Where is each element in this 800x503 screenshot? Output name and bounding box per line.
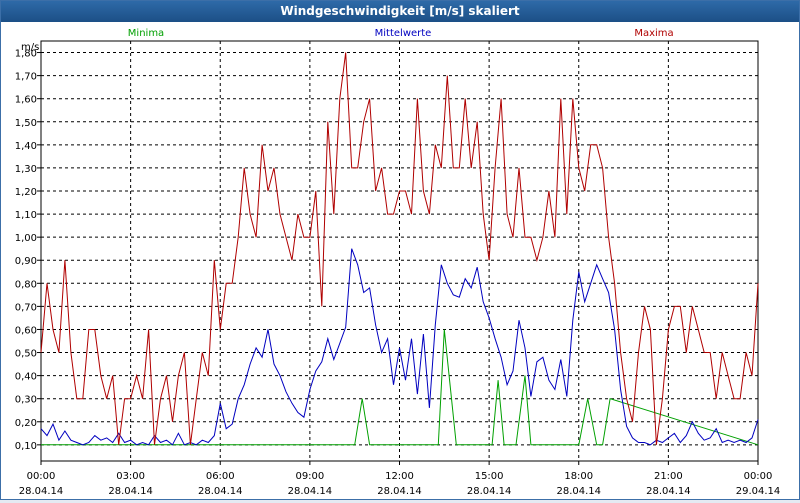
y-tick-label: 1,10 — [15, 210, 37, 221]
x-tick-date-label: 29.04.14 — [736, 486, 781, 497]
y-tick-label: 1,50 — [15, 118, 37, 129]
y-tick-label: 1,60 — [15, 95, 37, 106]
legend: Minima Mittelwerte Maxima — [128, 28, 674, 39]
x-tick-date-label: 28.04.14 — [288, 486, 333, 497]
y-tick-label: 1,20 — [15, 187, 37, 198]
x-tick-date-label: 28.04.14 — [377, 486, 422, 497]
x-tick-date-label: 28.04.14 — [19, 486, 64, 497]
x-axis: 00:00 28.04.14 03:00 28.04.14 06:00 28.04.14 0… — [19, 461, 781, 497]
series-line-maxima — [40, 52, 759, 445]
y-tick-label: 0,30 — [15, 395, 37, 406]
x-tick-time-label: 03:00 — [116, 471, 145, 482]
y-tick-label: 1,70 — [15, 72, 37, 83]
legend-entry-mittelwerte: Mittelwerte — [375, 28, 432, 39]
x-tick-time-label: 18:00 — [564, 471, 593, 482]
y-tick-label: 0,60 — [15, 325, 37, 336]
x-tick-time-label: 00:00 — [744, 471, 773, 482]
x-tick-time-label: 06:00 — [206, 471, 235, 482]
x-tick-date-label: 28.04.14 — [467, 486, 512, 497]
window-title: Windgeschwindigkeit [m/s] skaliert — [1, 1, 799, 22]
y-tick-label: 0,80 — [15, 279, 37, 290]
x-tick-time-label: 15:00 — [475, 471, 504, 482]
legend-entry-maxima: Maxima — [634, 28, 673, 39]
x-tick-date-label: 28.04.14 — [556, 486, 601, 497]
y-tick-label: 1,40 — [15, 141, 37, 152]
legend-entry-minima: Minima — [128, 28, 164, 39]
y-tick-label: 1,80 — [15, 49, 37, 60]
x-tick-time-label: 21:00 — [654, 471, 683, 482]
x-tick-time-label: 00:00 — [27, 471, 56, 482]
wind-speed-chart: 0,10 0,20 0,30 0,40 0,50 0,60 0,70 0,80 0,90 1,00… — [1, 22, 799, 499]
x-tick-time-label: 12:00 — [385, 471, 414, 482]
series-line-minima — [41, 329, 759, 446]
y-axis: 0,10 0,20 0,30 0,40 0,50 0,60 0,70 0,80 0,90 1,00… — [15, 42, 41, 452]
y-tick-label: 0,90 — [15, 256, 37, 267]
y-tick-label: 1,30 — [15, 164, 37, 175]
y-tick-label: 0,10 — [15, 441, 37, 452]
x-tick-date-label: 28.04.14 — [646, 486, 691, 497]
series-lines — [40, 52, 759, 446]
x-tick-date-label: 28.04.14 — [198, 486, 243, 497]
y-tick-label: 0,20 — [15, 418, 37, 429]
grid — [41, 41, 758, 461]
y-axis-unit-label: m/s — [21, 42, 39, 53]
x-tick-time-label: 09:00 — [295, 471, 324, 482]
y-tick-label: 1,00 — [15, 233, 37, 244]
series-line-mittelwerte — [40, 248, 759, 446]
y-tick-label: 0,50 — [15, 349, 37, 360]
y-tick-label: 0,70 — [15, 302, 37, 313]
y-tick-label: 0,40 — [15, 372, 37, 383]
x-tick-date-label: 28.04.14 — [108, 486, 153, 497]
chart-area: 0,10 0,20 0,30 0,40 0,50 0,60 0,70 0,80 0,90 1,00… — [1, 22, 799, 499]
